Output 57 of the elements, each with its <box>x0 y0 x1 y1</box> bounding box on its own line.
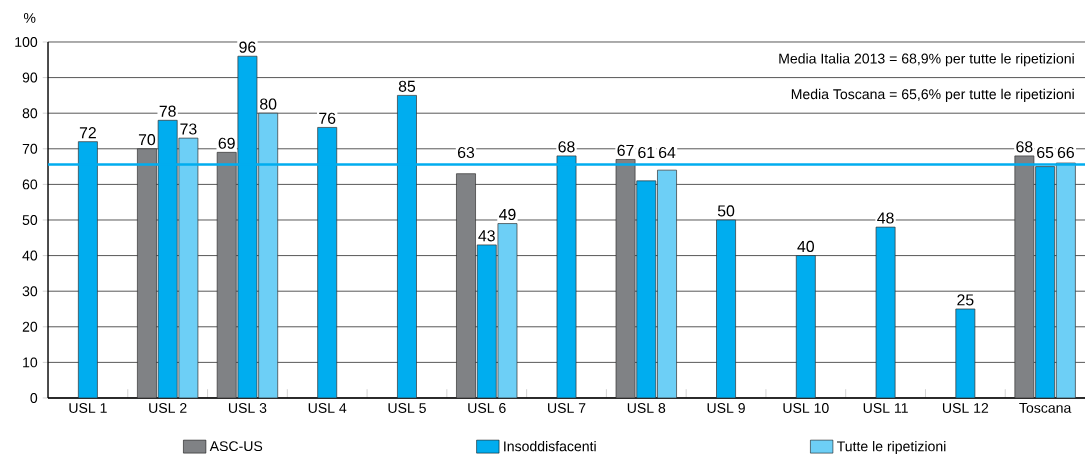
y-tick-label: 90 <box>22 72 38 83</box>
y-tick-label: 20 <box>22 321 38 332</box>
x-tick-label: USL 8 <box>627 402 666 413</box>
x-tick-label: USL 12 <box>942 402 989 413</box>
y-tick-label: 0 <box>30 392 38 403</box>
data-label: 65 <box>1037 146 1054 158</box>
x-tick-label: USL 9 <box>707 402 745 413</box>
data-label: 64 <box>659 146 676 158</box>
bar <box>875 226 896 399</box>
x-tick-label: USL 2 <box>149 402 187 413</box>
data-label: 68 <box>1016 141 1033 153</box>
y-axis-title: % <box>23 12 36 23</box>
data-label: 76 <box>319 112 336 124</box>
x-tick-label: USL 4 <box>308 402 347 413</box>
data-label: 69 <box>218 137 235 149</box>
data-label: 43 <box>478 230 495 242</box>
legend-label: Insoddisfacenti <box>504 440 596 452</box>
x-tick-label: USL 5 <box>388 402 426 413</box>
data-label: 80 <box>260 98 277 110</box>
bar <box>955 308 976 399</box>
data-label: 63 <box>458 146 475 158</box>
x-tick-label: USL 6 <box>468 402 506 413</box>
data-label: 49 <box>499 208 516 220</box>
data-label: 50 <box>717 205 735 217</box>
data-label: 78 <box>159 105 176 117</box>
y-tick-label: 10 <box>23 357 38 368</box>
annotation: Media Italia 2013 = 68,9% per tutte le ripetizioni <box>779 53 1074 67</box>
data-label: 85 <box>398 80 416 92</box>
annotation: Media Toscana = 65,6% per tutte le ripetizioni <box>791 88 1074 102</box>
data-label: 70 <box>138 133 156 146</box>
y-tick-label: 30 <box>22 286 38 297</box>
y-tick-label: 100 <box>15 36 38 47</box>
y-tick-label: 60 <box>22 179 38 190</box>
data-label: 73 <box>180 123 197 135</box>
y-tick-label: 70 <box>22 143 38 154</box>
legend-label: ASC-US <box>209 441 263 451</box>
data-label: 67 <box>617 144 634 156</box>
data-label: 66 <box>1057 146 1074 158</box>
data-label: 25 <box>957 294 974 306</box>
legend-label: Tutte le ripetizioni <box>837 440 946 454</box>
bar <box>795 255 816 399</box>
x-tick-label: USL 7 <box>548 402 586 413</box>
y-tick-label: 80 <box>22 108 38 119</box>
data-label: 48 <box>877 212 894 224</box>
x-tick-label: Toscana <box>1019 402 1072 413</box>
x-tick-label: USL 1 <box>69 402 107 413</box>
y-tick-label: 50 <box>22 214 38 225</box>
data-label: 68 <box>558 141 575 153</box>
x-tick-label: USL 11 <box>863 402 908 413</box>
data-label: 40 <box>797 240 814 252</box>
y-tick-label: 40 <box>22 250 38 261</box>
bar <box>716 219 736 399</box>
x-tick-label: USL 3 <box>228 402 267 413</box>
data-label: 96 <box>239 41 256 53</box>
data-label: 61 <box>638 146 655 158</box>
x-tick-label: USL 10 <box>783 402 829 413</box>
data-label: 72 <box>79 126 96 139</box>
